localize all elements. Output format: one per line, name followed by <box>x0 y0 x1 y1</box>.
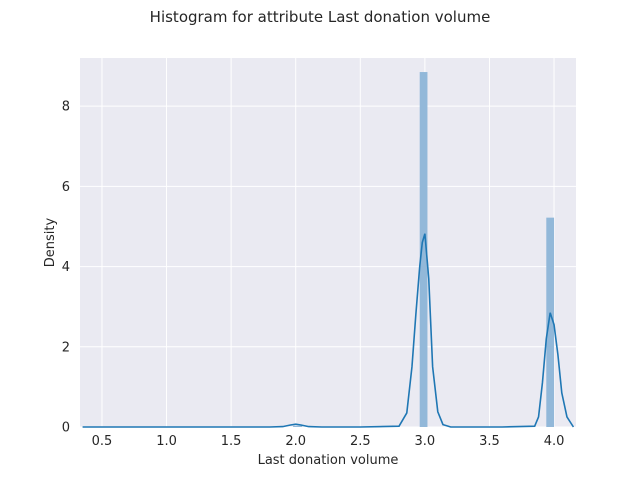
x-tick-label: 2.0 <box>285 434 306 449</box>
chart-title: Histogram for attribute Last donation vo… <box>150 8 491 26</box>
x-axis-label: Last donation volume <box>258 453 399 468</box>
x-tick-label: 2.5 <box>350 434 371 449</box>
y-tick-label: 8 <box>62 100 70 115</box>
kde-curve <box>82 233 575 428</box>
y-tick-label: 0 <box>62 421 70 436</box>
x-tick-label: 4.0 <box>544 434 565 449</box>
plot-background <box>80 58 576 427</box>
x-tick-label: 1.0 <box>156 434 177 449</box>
y-tick-label: 2 <box>62 340 70 355</box>
histogram-bars <box>293 72 555 428</box>
histogram-bar <box>546 217 555 427</box>
y-tick-label: 6 <box>62 180 70 195</box>
y-tick-label: 4 <box>62 260 70 275</box>
x-tick-label: 1.5 <box>221 434 242 449</box>
histogram-bar <box>293 425 303 427</box>
x-tick-label: 3.5 <box>479 434 500 449</box>
x-tick-labels: 0.5 1.0 1.5 2.0 2.5 3.0 3.5 4.0 <box>92 434 565 449</box>
histogram-bar <box>419 72 428 428</box>
y-axis-label: Density <box>43 217 58 267</box>
x-tick-label: 3.0 <box>415 434 436 449</box>
x-tick-label: 0.5 <box>92 434 113 449</box>
y-tick-labels: 0 2 4 6 8 <box>62 100 70 436</box>
